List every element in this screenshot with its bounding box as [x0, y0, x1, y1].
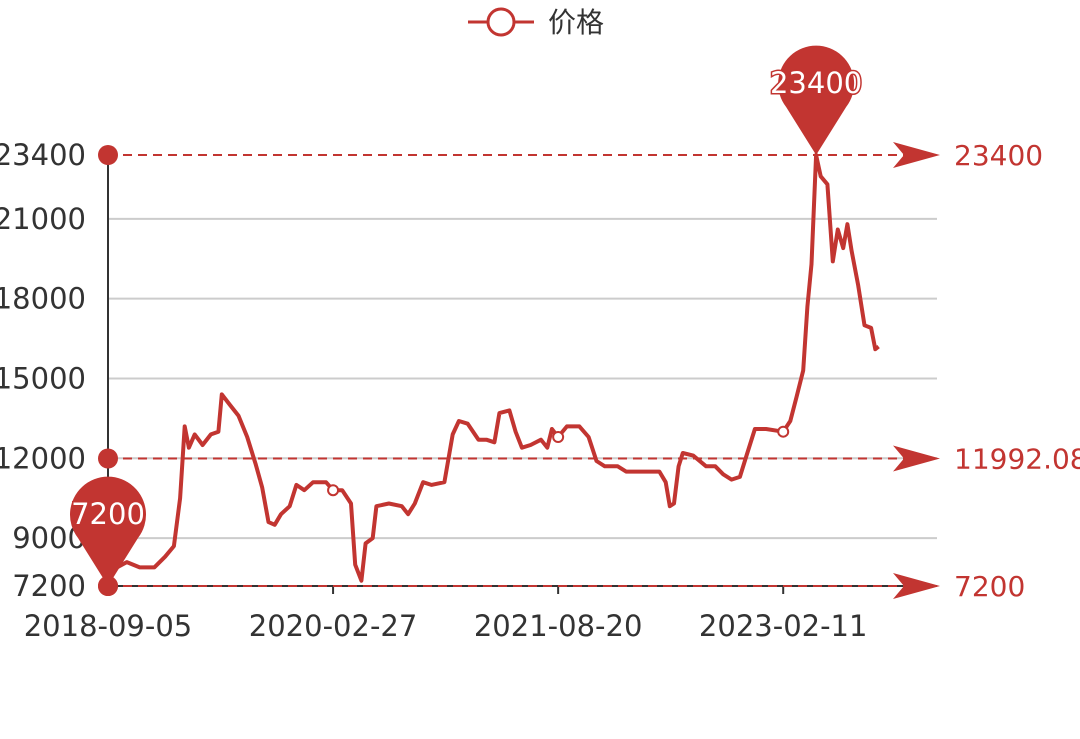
markline-label: 11992.08 [954, 443, 1080, 476]
mark-points: 23400 7200 [70, 45, 864, 596]
x-tick-label: 2018-09-05 [24, 609, 193, 643]
series-line [106, 153, 880, 587]
data-point-marker [327, 484, 340, 497]
x-tick-label: 2023-02-11 [699, 609, 868, 643]
pin-min-icon [70, 476, 146, 586]
markline-arrow-icon [893, 573, 940, 599]
chart-legend[interactable]: 价格 [468, 6, 604, 39]
data-point-marker [552, 431, 565, 444]
legend-circle-icon [486, 7, 516, 37]
y-tick-label: 23400 [0, 138, 86, 172]
y-tick-label: 21000 [0, 202, 86, 236]
markline-arrow-icon [893, 445, 940, 472]
markline-arrow-icon [893, 142, 940, 168]
x-tick-label: 2021-08-20 [474, 609, 643, 643]
mark-lines: 23400 11992.08 7200 [98, 139, 1080, 603]
pin-max-icon [778, 45, 855, 155]
y-tick-label: 7200 [12, 569, 86, 603]
legend-label: 价格 [548, 6, 604, 39]
markline-start-dot [98, 448, 118, 469]
x-tick-label: 2020-02-27 [249, 609, 418, 643]
markline-start-dot [98, 145, 118, 165]
y-tick-label: 12000 [0, 441, 86, 475]
markline-label: 23400 [954, 139, 1043, 172]
pin-max-label: 23400 [770, 66, 862, 100]
y-tick-label: 18000 [0, 282, 86, 316]
min-point-dot [98, 576, 118, 596]
pin-min-label: 7200 [71, 497, 145, 531]
y-tick-label: 15000 [0, 361, 86, 395]
series-layer [106, 153, 880, 587]
data-point-marker [777, 425, 790, 438]
markline-label: 7200 [954, 570, 1025, 603]
